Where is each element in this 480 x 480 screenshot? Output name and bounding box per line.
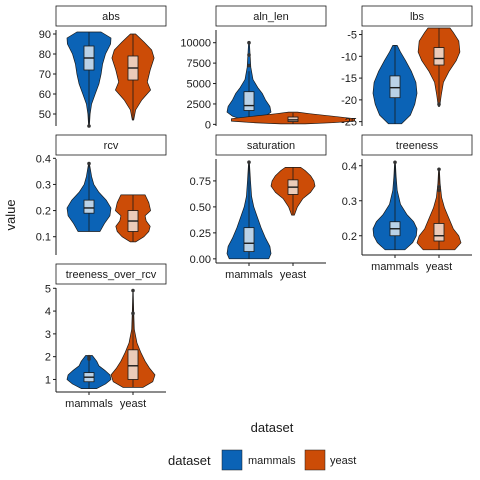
outlier-point — [247, 40, 251, 45]
y-tick-label: 0.2 — [342, 231, 357, 243]
y-tick-label: 50 — [39, 109, 51, 121]
y-tick-label: 4 — [45, 306, 51, 318]
outlier-point — [247, 63, 251, 68]
y-tick-label: -25 — [341, 117, 357, 129]
y-tick-label: 0.2 — [36, 206, 51, 218]
legend-label-yeast: yeast — [330, 455, 356, 467]
x-tick-label-yeast: yeast — [280, 269, 306, 281]
y-tick-label: -10 — [341, 51, 357, 63]
strip-label-lbs: lbs — [410, 11, 425, 23]
strip-saturation — [215, 134, 327, 156]
x-tick-label-mammals: mammals — [371, 261, 419, 273]
box-lbs-mammals — [389, 75, 401, 99]
outlier-point — [437, 167, 441, 172]
outlier-point — [131, 311, 135, 316]
outlier-point — [247, 160, 251, 164]
y-tick-label: 0 — [205, 119, 211, 131]
strip-lbs — [361, 5, 473, 27]
strip-label-treeness: treeness — [396, 140, 439, 152]
strip-label-rcv: rcv — [104, 140, 119, 152]
panel-aln_len: aln_len 0 2500 5000 7500 10000 — [180, 5, 355, 131]
x-tick-label-yeast: yeast — [120, 398, 146, 410]
x-tick-label-yeast: yeast — [426, 261, 452, 273]
y-tick-label: 1 — [45, 374, 51, 386]
outlier-point — [437, 188, 441, 193]
panel-saturation: saturation 0.00 0.25 0.50 0.75 mammals yeast — [190, 134, 327, 281]
outlier-point — [87, 124, 91, 128]
strip-rcv — [55, 134, 167, 156]
legend: dataset mammals yeast — [168, 449, 356, 471]
panel-rcv: rcv 0.1 0.2 0.3 0.4 — [36, 134, 167, 255]
x-tick-label-mammals: mammals — [65, 398, 113, 410]
strip-label-abs: abs — [102, 11, 120, 23]
y-tick-label: -5 — [347, 30, 357, 42]
y-tick-label: 0.00 — [190, 254, 211, 266]
x-axis-title: dataset — [251, 420, 294, 435]
panel-abs: abs 50 60 70 80 90 — [39, 5, 167, 128]
legend-key-mammals — [221, 449, 243, 471]
box-saturation-mammals — [243, 227, 255, 252]
strip-label-aln_len: aln_len — [253, 11, 288, 23]
y-tick-label: 0.3 — [342, 196, 357, 208]
y-tick-label: 0.4 — [342, 161, 357, 173]
y-tick-label: 2500 — [187, 99, 211, 111]
y-tick-label: 70 — [39, 69, 51, 81]
y-tick-label: 60 — [39, 89, 51, 101]
outlier-point — [437, 102, 441, 107]
y-tick-label: 0.3 — [36, 179, 51, 191]
box-lbs-yeast — [433, 47, 445, 66]
box-aln_len-mammals — [243, 91, 255, 111]
outlier-point — [131, 288, 135, 293]
y-tick-label: 2 — [45, 352, 51, 364]
box-treeness-yeast — [433, 223, 445, 242]
y-tick-label: -20 — [341, 95, 357, 107]
y-tick-label: -15 — [341, 73, 357, 85]
y-tick-label: 80 — [39, 49, 51, 61]
y-tick-label: 5 — [45, 283, 51, 295]
y-tick-label: 7500 — [187, 58, 211, 70]
y-tick-label: 0.50 — [190, 202, 211, 214]
outlier-point — [247, 53, 251, 57]
outlier-point — [87, 161, 91, 166]
y-tick-label: 0.75 — [190, 176, 211, 188]
box-rcv-mammals — [83, 199, 95, 214]
panel-treeness_over_rcv: treeness_over_rcv 1 2 3 4 5 mammals yeast — [45, 263, 167, 410]
legend-label-mammals: mammals — [248, 455, 296, 467]
strip-abs — [55, 5, 167, 27]
legend-title: dataset — [168, 453, 211, 468]
box-treeness_over_rcv-yeast — [127, 349, 139, 380]
y-tick-label: 10000 — [180, 38, 211, 50]
strip-treeness — [361, 134, 473, 156]
legend-key-yeast — [304, 449, 326, 471]
facet-panels: abs 50 60 70 80 90 aln_len 0 2500 5000 7500 10000 lb… — [36, 5, 473, 410]
y-tick-label: 0.4 — [36, 153, 51, 165]
strip-label-treeness_over_rcv: treeness_over_rcv — [66, 269, 157, 281]
y-axis-title: value — [3, 199, 18, 230]
panel-treeness: treeness 0.2 0.3 0.4 mammals yeast — [342, 134, 473, 273]
y-tick-label: 3 — [45, 329, 51, 341]
panel-lbs: lbs -25 -20 -15 -10 -5 — [341, 5, 473, 129]
y-tick-label: 0.1 — [36, 232, 51, 244]
outlier-point — [393, 160, 397, 165]
x-tick-label-mammals: mammals — [225, 269, 273, 281]
strip-treeness_over_rcv — [55, 263, 167, 285]
strip-label-saturation: saturation — [247, 140, 295, 152]
y-tick-label: 5000 — [187, 79, 211, 91]
outlier-point — [87, 354, 91, 359]
outlier-point — [437, 184, 441, 189]
strip-aln_len — [215, 5, 327, 27]
y-tick-label: 0.25 — [190, 228, 211, 240]
y-tick-label: 90 — [39, 29, 51, 41]
